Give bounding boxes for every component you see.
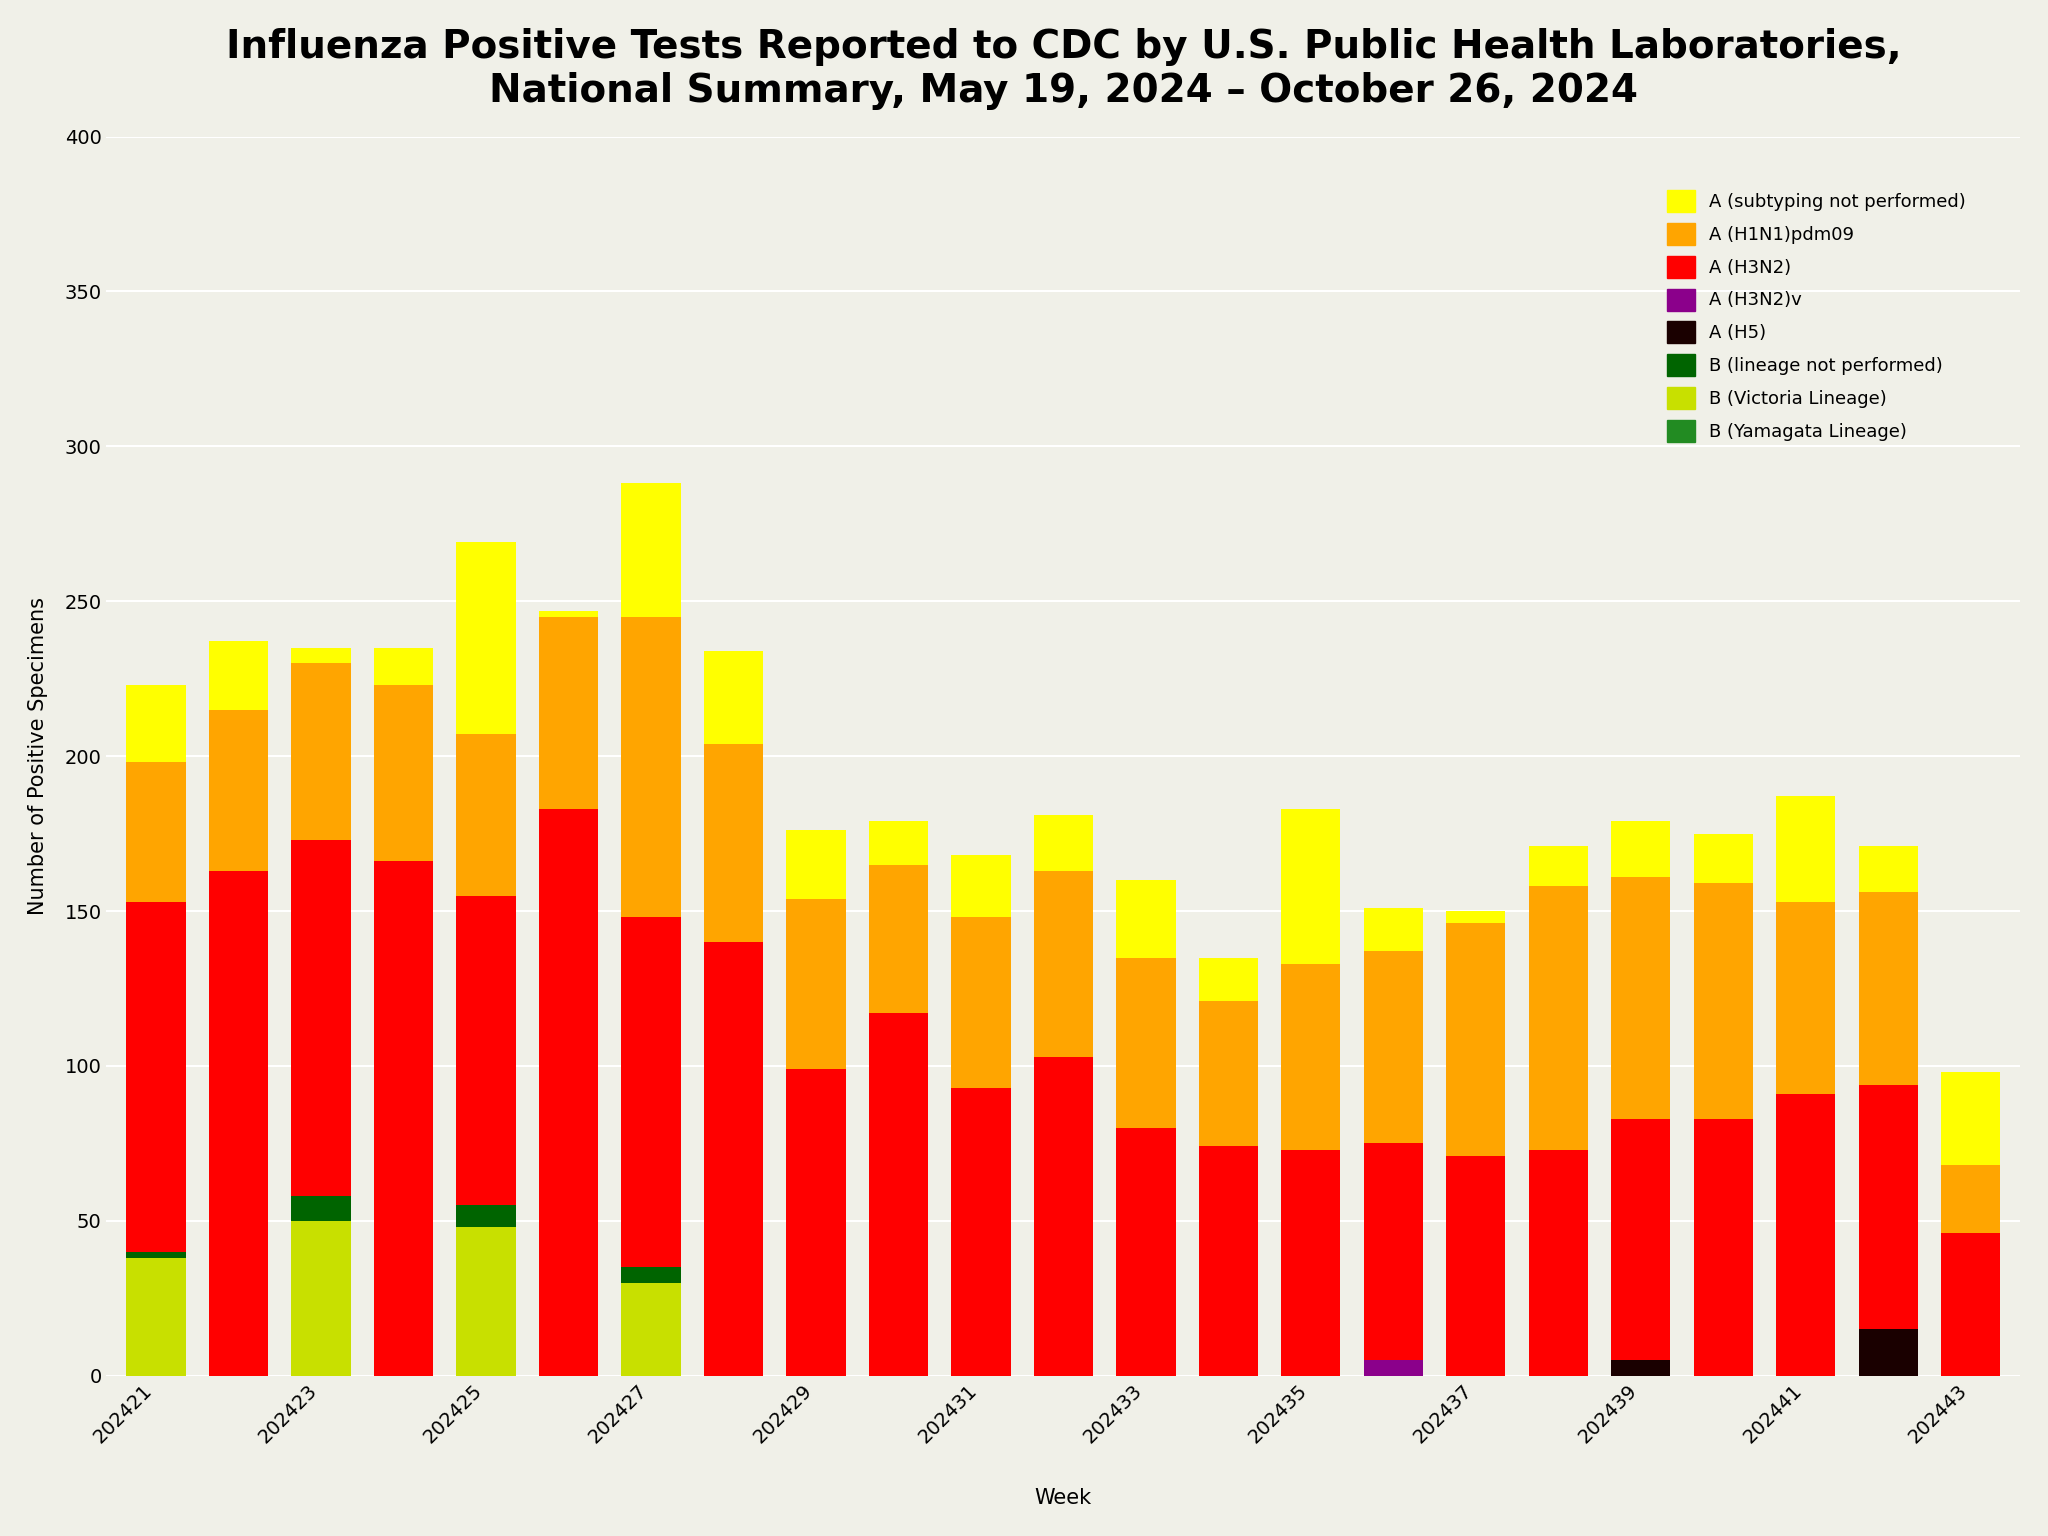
Bar — [1528, 846, 1587, 886]
Bar — [868, 865, 928, 1014]
Bar — [1116, 1127, 1176, 1376]
Bar — [1364, 908, 1423, 951]
Bar — [209, 871, 268, 1376]
Bar — [1694, 883, 1753, 1118]
Bar — [950, 856, 1010, 917]
Bar — [1198, 1146, 1257, 1376]
Bar — [1198, 1001, 1257, 1146]
Bar — [1612, 822, 1671, 877]
Bar — [127, 902, 186, 1252]
Bar — [621, 484, 680, 617]
Bar — [209, 642, 268, 710]
Bar — [127, 685, 186, 762]
Bar — [1858, 892, 1917, 1084]
Bar — [705, 651, 764, 743]
Bar — [705, 942, 764, 1376]
Bar — [786, 831, 846, 899]
Bar — [1282, 963, 1341, 1149]
Bar — [1446, 1155, 1505, 1376]
Bar — [1282, 1149, 1341, 1376]
Bar — [950, 1087, 1010, 1376]
Bar — [1776, 902, 1835, 1094]
Bar — [539, 617, 598, 809]
Bar — [291, 648, 350, 664]
Bar — [291, 840, 350, 1197]
Bar — [1776, 1094, 1835, 1376]
Bar — [457, 895, 516, 1206]
Bar — [1694, 1118, 1753, 1376]
Bar — [1446, 923, 1505, 1155]
Bar — [621, 617, 680, 917]
Bar — [1942, 1072, 2001, 1166]
Bar — [1198, 957, 1257, 1001]
Bar — [621, 1267, 680, 1283]
Bar — [1858, 846, 1917, 892]
Bar — [1858, 1329, 1917, 1376]
Legend: A (subtyping not performed), A (H1N1)pdm09, A (H3N2), A (H3N2)v, A (H5), B (line: A (subtyping not performed), A (H1N1)pdm… — [1661, 183, 1972, 449]
Bar — [1528, 886, 1587, 1149]
Bar — [539, 809, 598, 1376]
Bar — [373, 648, 432, 685]
Bar — [1364, 1143, 1423, 1361]
Bar — [786, 899, 846, 1069]
Bar — [1612, 1118, 1671, 1361]
Bar — [621, 917, 680, 1267]
Bar — [291, 664, 350, 840]
Bar — [1528, 1149, 1587, 1376]
Bar — [1116, 880, 1176, 957]
Bar — [539, 610, 598, 617]
X-axis label: Week: Week — [1034, 1488, 1092, 1508]
Bar — [1034, 871, 1094, 1057]
Bar — [373, 685, 432, 862]
Bar — [1612, 877, 1671, 1118]
Bar — [1364, 951, 1423, 1143]
Bar — [291, 1221, 350, 1376]
Bar — [1034, 1057, 1094, 1376]
Title: Influenza Positive Tests Reported to CDC by U.S. Public Health Laboratories,
Nat: Influenza Positive Tests Reported to CDC… — [225, 28, 1901, 109]
Bar — [1612, 1361, 1671, 1376]
Bar — [1942, 1233, 2001, 1376]
Bar — [127, 1258, 186, 1376]
Bar — [127, 762, 186, 902]
Bar — [127, 1252, 186, 1258]
Bar — [705, 743, 764, 942]
Bar — [291, 1197, 350, 1221]
Bar — [1034, 816, 1094, 871]
Bar — [457, 1206, 516, 1227]
Bar — [950, 917, 1010, 1087]
Bar — [209, 710, 268, 871]
Bar — [457, 542, 516, 734]
Bar — [1116, 957, 1176, 1127]
Bar — [868, 1014, 928, 1376]
Bar — [1282, 809, 1341, 963]
Bar — [1364, 1361, 1423, 1376]
Bar — [1694, 834, 1753, 883]
Bar — [1942, 1166, 2001, 1233]
Bar — [373, 862, 432, 1376]
Bar — [621, 1283, 680, 1376]
Bar — [457, 734, 516, 895]
Bar — [1446, 911, 1505, 923]
Bar — [786, 1069, 846, 1376]
Bar — [1776, 796, 1835, 902]
Bar — [457, 1227, 516, 1376]
Y-axis label: Number of Positive Specimens: Number of Positive Specimens — [29, 598, 47, 915]
Bar — [868, 822, 928, 865]
Bar — [1858, 1084, 1917, 1329]
